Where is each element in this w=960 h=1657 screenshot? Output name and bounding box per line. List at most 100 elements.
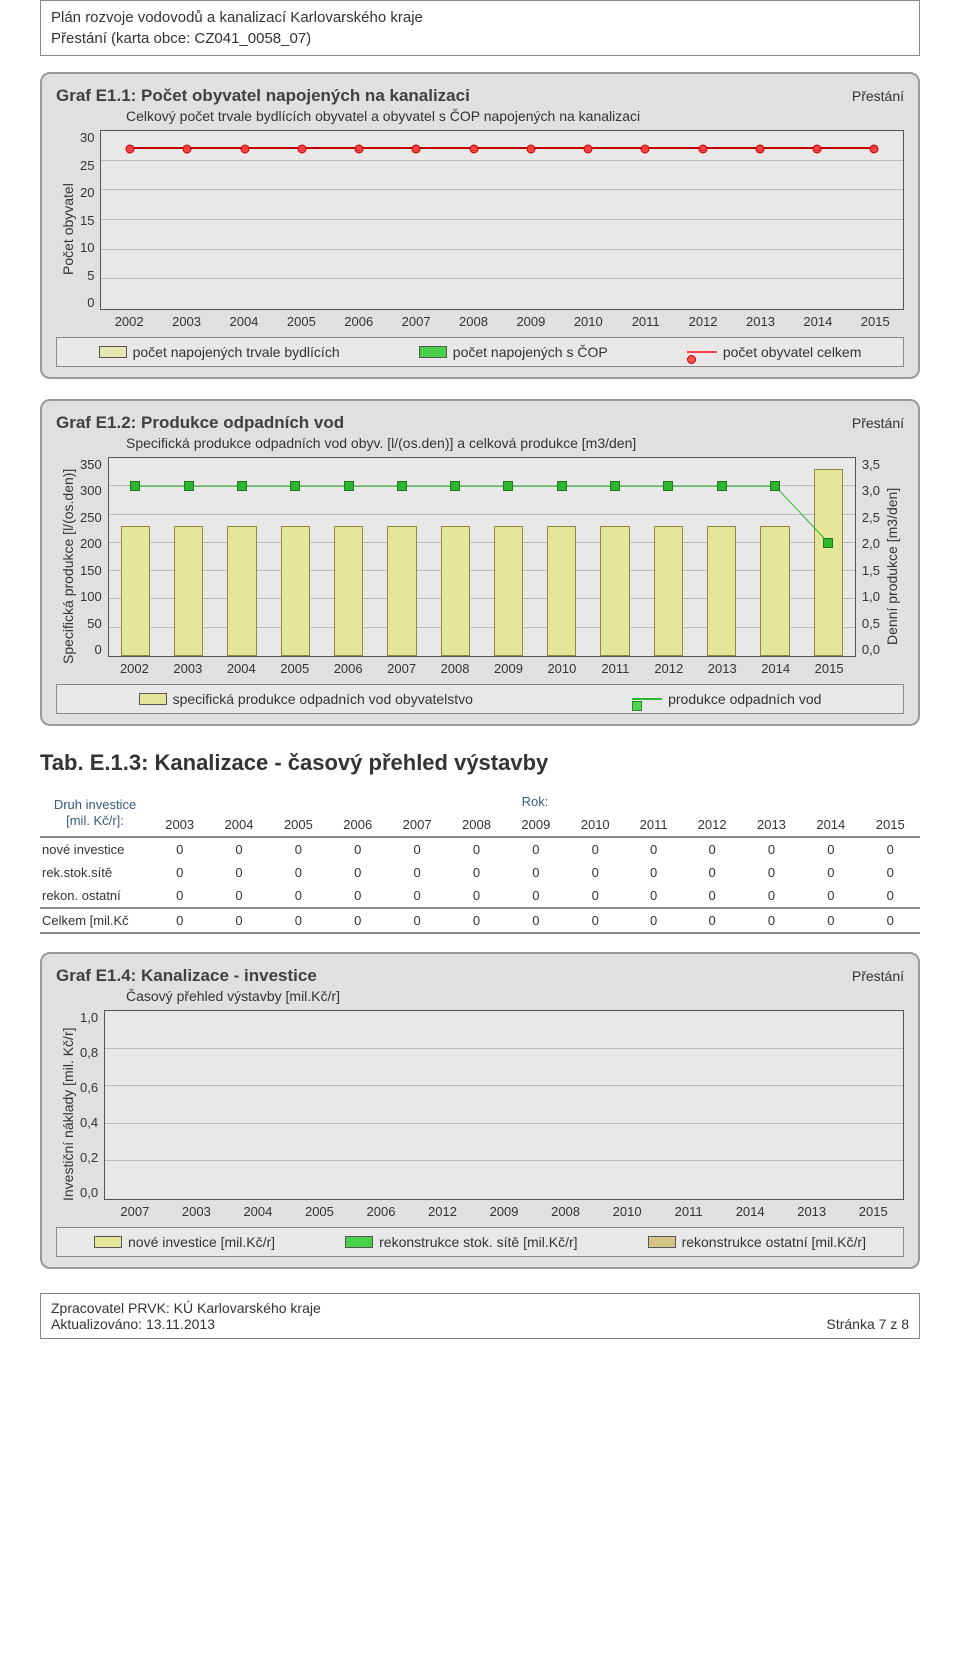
cell: 0 [209, 908, 268, 933]
table-year: 2010 [566, 813, 625, 837]
bar [227, 526, 256, 656]
legend-item-prod: produkce odpadních vod [632, 691, 821, 707]
cell: 0 [801, 861, 860, 884]
swatch-ost [648, 1236, 676, 1248]
ytick: 0,2 [80, 1150, 98, 1165]
legend-label-prod: produkce odpadních vod [668, 691, 821, 707]
ytick: 0,0 [862, 642, 880, 657]
ytick: 5 [80, 268, 94, 283]
chart-e12-xaxis: 2002200320042005200620072008200920102011… [108, 661, 856, 676]
bar [387, 526, 416, 656]
xtick: 2007 [387, 314, 444, 329]
cell: 0 [328, 884, 387, 908]
xtick: 2015 [847, 314, 904, 329]
swatch-prod [632, 698, 662, 700]
cell: 0 [387, 837, 446, 861]
data-point [755, 144, 764, 153]
doc-header-line2: Přestání (karta obce: CZ041_0058_07) [51, 28, 909, 49]
chart-e11-plot [100, 130, 904, 310]
xtick: 2012 [674, 314, 731, 329]
bar [814, 469, 843, 656]
chart-e12-ylabel-right: Denní produkce [m3/den] [880, 457, 904, 676]
xtick: 2008 [535, 1204, 597, 1219]
table-year: 2015 [860, 813, 920, 837]
cell: 0 [860, 837, 920, 861]
data-point [584, 144, 593, 153]
ytick: 200 [80, 536, 102, 551]
data-point [412, 144, 421, 153]
data-point [183, 144, 192, 153]
xtick: 2005 [273, 314, 330, 329]
ytick: 2,5 [862, 510, 880, 525]
table-year: 2004 [209, 813, 268, 837]
table-row: rek.stok.sítě0000000000000 [40, 861, 920, 884]
data-point [184, 481, 194, 491]
ytick: 3,0 [862, 483, 880, 498]
xtick: 2007 [375, 661, 428, 676]
xtick: 2011 [617, 314, 674, 329]
table-year: 2006 [328, 813, 387, 837]
ytick: 1,0 [80, 1010, 98, 1025]
table-years-row: 2003200420052006200720082009201020112012… [40, 813, 920, 837]
cell: 0 [447, 837, 506, 861]
cell: 0 [506, 908, 565, 933]
cell: 0 [387, 861, 446, 884]
legend-item-nove: nové investice [mil.Kč/r] [94, 1234, 275, 1250]
xtick: 2008 [445, 314, 502, 329]
table-header-left-2: [mil. Kč/r]: [66, 813, 124, 828]
ytick: 30 [80, 130, 94, 145]
bar [174, 526, 203, 656]
xtick: 2002 [108, 661, 161, 676]
cell: 0 [269, 884, 328, 908]
swatch-trvale [99, 346, 127, 358]
footer-line1: Zpracovatel PRVK: KÚ Karlovarského kraje [51, 1300, 321, 1316]
cell: 0 [742, 908, 801, 933]
cell: 0 [682, 884, 741, 908]
cell: 0 [625, 908, 683, 933]
xtick: 2012 [412, 1204, 474, 1219]
xtick: 2009 [473, 1204, 535, 1219]
row-label: rek.stok.sítě [40, 861, 150, 884]
ytick: 10 [80, 240, 94, 255]
chart-e11-frame: Graf E1.1: Počet obyvatel napojených na … [40, 72, 920, 379]
table-header-rok: Rok: [150, 790, 920, 813]
legend-label-nove: nové investice [mil.Kč/r] [128, 1234, 275, 1250]
ytick: 300 [80, 483, 102, 498]
legend-label-stok: rekonstrukce stok. sítě [mil.Kč/r] [379, 1234, 577, 1250]
xtick: 2003 [161, 661, 214, 676]
swatch-cop [419, 346, 447, 358]
chart-e11-title: Graf E1.1: Počet obyvatel napojených na … [56, 86, 470, 106]
cell: 0 [566, 908, 625, 933]
data-point [557, 481, 567, 491]
table-year: 2013 [742, 813, 801, 837]
table-summary: Celkem [mil.Kč0000000000000 [40, 908, 920, 933]
cell: 0 [682, 837, 741, 861]
cell: 0 [801, 908, 860, 933]
investment-table: Druh investice [mil. Kč/r]: Rok: 2003200… [40, 790, 920, 934]
legend-label-cop: počet napojených s ČOP [453, 344, 608, 360]
chart-e12-yaxis-right: 3,53,02,52,01,51,00,50,0 [856, 457, 880, 657]
swatch-stok [345, 1236, 373, 1248]
chart-e11-yaxis: 302520151050 [80, 130, 100, 310]
chart-e11-subtitle: Celkový počet trvale bydlících obyvatel … [126, 108, 904, 124]
ytick: 0,5 [862, 616, 880, 631]
data-point [130, 481, 140, 491]
xtick: 2006 [321, 661, 374, 676]
chart-e11-ylabel: Počet obyvatel [56, 130, 80, 329]
chart-e12-frame: Graf E1.2: Produkce odpadních vod Přestá… [40, 399, 920, 726]
xtick: 2011 [589, 661, 642, 676]
chart-e12-title: Graf E1.2: Produkce odpadních vod [56, 413, 344, 433]
xtick: 2015 [842, 1204, 904, 1219]
xtick: 2007 [104, 1204, 166, 1219]
xtick: 2015 [802, 661, 855, 676]
chart-e14-yaxis: 1,00,80,60,40,20,0 [80, 1010, 104, 1200]
cell: 0 [625, 861, 683, 884]
cell: 0 [742, 884, 801, 908]
ytick: 0,4 [80, 1115, 98, 1130]
bar [334, 526, 363, 656]
ytick: 350 [80, 457, 102, 472]
chart-e12-plot [108, 457, 856, 657]
data-point [641, 144, 650, 153]
cell: 0 [860, 908, 920, 933]
table-body: nové investice0000000000000rek.stok.sítě… [40, 837, 920, 908]
